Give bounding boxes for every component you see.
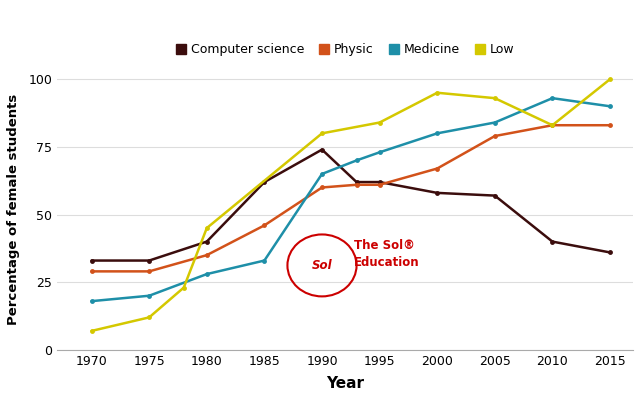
Low bbox=[491, 96, 499, 101]
Computer science bbox=[318, 147, 326, 152]
Physic bbox=[203, 253, 211, 258]
Low bbox=[180, 285, 188, 290]
Line: Physic: Physic bbox=[89, 123, 612, 274]
Physic bbox=[145, 269, 153, 274]
Computer science bbox=[548, 239, 556, 244]
Legend: Computer science, Physic, Medicine, Low: Computer science, Physic, Medicine, Low bbox=[171, 38, 520, 61]
Physic bbox=[606, 123, 614, 128]
Physic bbox=[353, 182, 360, 187]
Computer science bbox=[353, 179, 360, 184]
Line: Medicine: Medicine bbox=[89, 96, 612, 304]
Medicine bbox=[606, 104, 614, 109]
Medicine bbox=[318, 172, 326, 176]
Medicine bbox=[203, 272, 211, 277]
Medicine bbox=[433, 131, 441, 136]
Physic bbox=[433, 166, 441, 171]
Low bbox=[606, 77, 614, 82]
Low bbox=[433, 90, 441, 95]
Text: Sol: Sol bbox=[312, 259, 332, 272]
Low bbox=[88, 328, 95, 333]
Low bbox=[318, 131, 326, 136]
Physic bbox=[376, 182, 383, 187]
Computer science bbox=[433, 191, 441, 195]
Physic bbox=[548, 123, 556, 128]
Computer science bbox=[145, 258, 153, 263]
Medicine bbox=[145, 293, 153, 298]
Physic bbox=[318, 185, 326, 190]
Low bbox=[203, 226, 211, 230]
Text: The Sol®
Education: The Sol® Education bbox=[354, 239, 419, 269]
Computer science bbox=[376, 179, 383, 184]
X-axis label: Year: Year bbox=[326, 376, 364, 391]
Medicine bbox=[548, 96, 556, 101]
Computer science bbox=[606, 250, 614, 255]
Medicine bbox=[88, 299, 95, 304]
Y-axis label: Percentage of female students: Percentage of female students bbox=[7, 94, 20, 325]
Low bbox=[548, 123, 556, 128]
Medicine bbox=[376, 150, 383, 155]
Line: Low: Low bbox=[89, 77, 612, 334]
Medicine bbox=[353, 158, 360, 163]
Physic bbox=[260, 223, 268, 228]
Low bbox=[145, 315, 153, 320]
Computer science bbox=[203, 239, 211, 244]
Physic bbox=[491, 134, 499, 139]
Medicine bbox=[260, 258, 268, 263]
Physic bbox=[88, 269, 95, 274]
Computer science bbox=[260, 179, 268, 184]
Computer science bbox=[88, 258, 95, 263]
Line: Computer science: Computer science bbox=[89, 147, 612, 263]
Medicine bbox=[491, 120, 499, 125]
Low bbox=[376, 120, 383, 125]
Computer science bbox=[491, 193, 499, 198]
